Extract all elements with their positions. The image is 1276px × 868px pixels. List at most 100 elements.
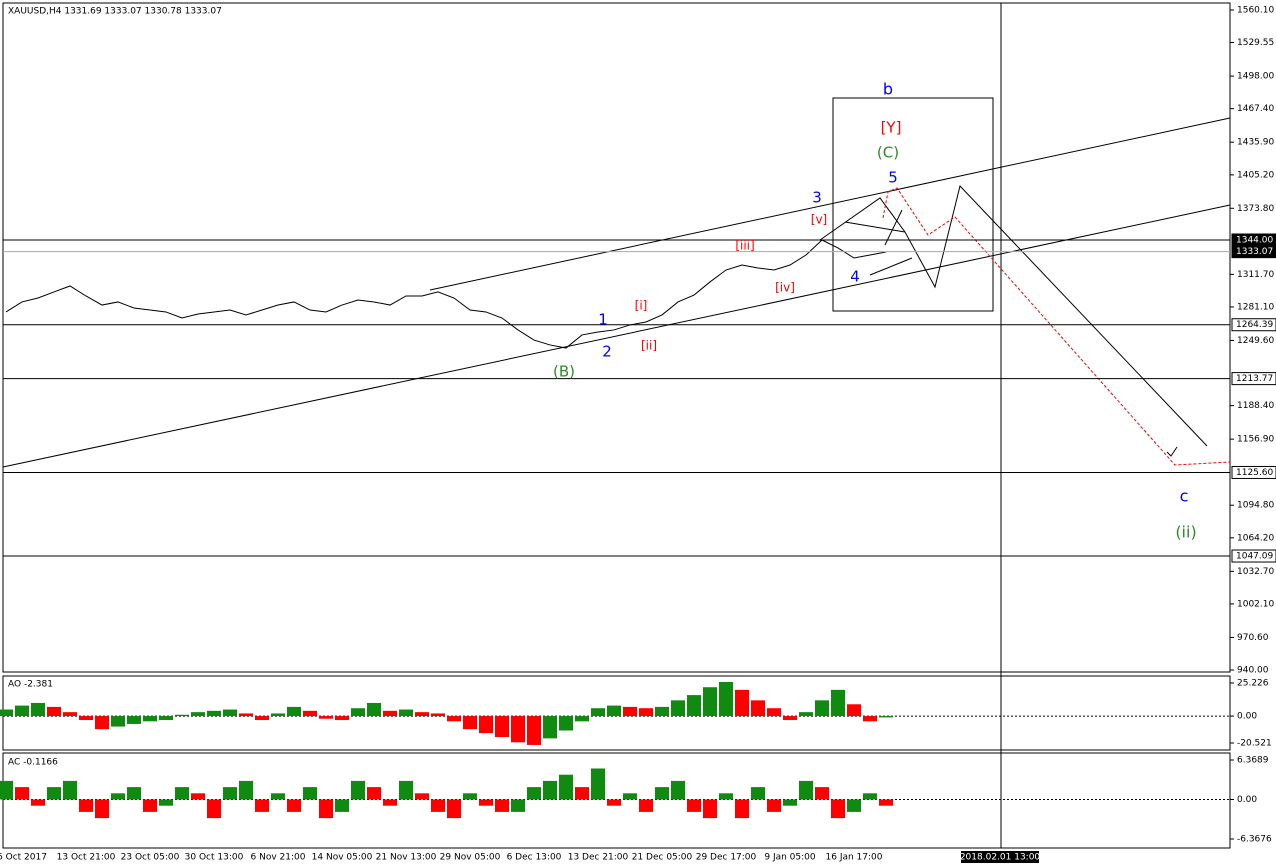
y-tick-label: 1405.20	[1237, 170, 1274, 180]
bar	[703, 687, 717, 717]
y-tick-label: 1498.00	[1237, 72, 1274, 82]
bar	[351, 708, 365, 717]
x-tick-label: 16 Jan 17:00	[826, 853, 883, 863]
y-tick-label: 1249.60	[1237, 336, 1274, 346]
bar	[463, 716, 477, 730]
bar	[111, 793, 125, 800]
bar	[591, 768, 605, 800]
bar	[559, 774, 573, 800]
wave-label: [ii]	[641, 339, 657, 353]
y-tick-label: 1281.10	[1237, 302, 1274, 312]
crosshair-label: 2018.02.01 13:00	[960, 853, 1041, 863]
level-label: 1333.07	[1236, 247, 1273, 257]
bar	[703, 799, 717, 819]
bar	[111, 716, 125, 727]
bar	[655, 787, 669, 800]
bar	[0, 780, 13, 800]
level-box	[1231, 549, 1276, 563]
y-tick-label: 1311.70	[1237, 270, 1274, 280]
x-tick-label: 6 Dec 13:00	[507, 853, 562, 863]
bar	[863, 716, 877, 722]
x-tick-label: 21 Dec 05:00	[632, 853, 693, 863]
bar	[319, 799, 333, 819]
bar	[287, 706, 301, 717]
bar	[495, 716, 509, 738]
wave-label: (C)	[877, 144, 899, 162]
x-tick-label: 9 Jan 05:00	[764, 853, 816, 863]
bar	[879, 799, 893, 806]
x-tick-label: 6 Nov 21:00	[251, 853, 306, 863]
bar	[367, 787, 381, 800]
bar	[831, 799, 845, 819]
bar	[367, 702, 381, 717]
bar	[47, 787, 61, 800]
level-box	[1231, 372, 1276, 386]
wave-label: 3	[812, 189, 822, 207]
bar	[127, 787, 141, 800]
x-tick-label: 13 Dec 21:00	[568, 853, 629, 863]
bar	[575, 716, 589, 722]
y-tick-label: 1560.10	[1237, 6, 1274, 16]
wave-line	[884, 209, 903, 246]
bar	[255, 716, 269, 721]
bar	[479, 716, 493, 734]
bar	[767, 799, 781, 812]
bar	[575, 787, 589, 800]
bar	[751, 700, 765, 717]
bar	[95, 799, 109, 819]
bar	[335, 716, 349, 721]
bar	[207, 710, 221, 717]
y-tick-label: 25.226	[1237, 678, 1269, 688]
bar	[719, 681, 733, 717]
bar	[863, 793, 877, 800]
x-tick-label: 21 Nov 13:00	[376, 853, 437, 863]
x-tick-label: 29 Dec 17:00	[696, 853, 757, 863]
bar	[143, 716, 157, 722]
wave-label: 2	[602, 343, 612, 361]
bar	[31, 702, 45, 717]
bar	[463, 793, 477, 800]
bar	[543, 780, 557, 800]
bar	[623, 706, 637, 717]
y-tick-label: 1032.70	[1237, 567, 1274, 577]
bar	[15, 705, 29, 717]
bar	[79, 799, 93, 812]
bar	[671, 780, 685, 800]
bar	[511, 799, 525, 812]
bar	[831, 689, 845, 717]
bar	[191, 793, 205, 800]
bar	[799, 712, 813, 717]
wave-label: 5	[888, 169, 898, 187]
bar	[127, 716, 141, 724]
wave-label: [v]	[811, 213, 827, 227]
bar	[207, 799, 221, 819]
box	[832, 97, 994, 312]
bar	[335, 799, 349, 812]
x-tick-label: 30 Oct 13:00	[185, 853, 244, 863]
x-tick-label: 23 Oct 05:00	[121, 853, 180, 863]
x-tick-label: 29 Nov 05:00	[440, 853, 501, 863]
y-tick-label: 1002.10	[1237, 599, 1274, 609]
bar	[783, 799, 797, 806]
bar	[351, 780, 365, 800]
bar	[687, 695, 701, 717]
wave-line	[844, 221, 906, 233]
bar	[15, 787, 29, 800]
bar	[767, 708, 781, 717]
crosshair-box	[961, 851, 1039, 863]
y-tick-label: 1373.80	[1237, 204, 1274, 214]
bar	[735, 689, 749, 717]
level-box	[1231, 245, 1276, 259]
y-tick-label: 940.00	[1237, 665, 1269, 675]
wave-label: b	[883, 80, 893, 99]
y-tick-label: 1529.55	[1237, 38, 1274, 48]
bar	[303, 787, 317, 800]
bar	[815, 787, 829, 800]
main-panel	[2, 2, 1231, 673]
bar	[63, 780, 77, 800]
y-tick-label: 0.00	[1237, 712, 1257, 722]
bar	[159, 716, 173, 721]
level-label: 1213.77	[1236, 374, 1273, 384]
wave-label: 1	[598, 311, 608, 329]
bar	[511, 716, 525, 743]
